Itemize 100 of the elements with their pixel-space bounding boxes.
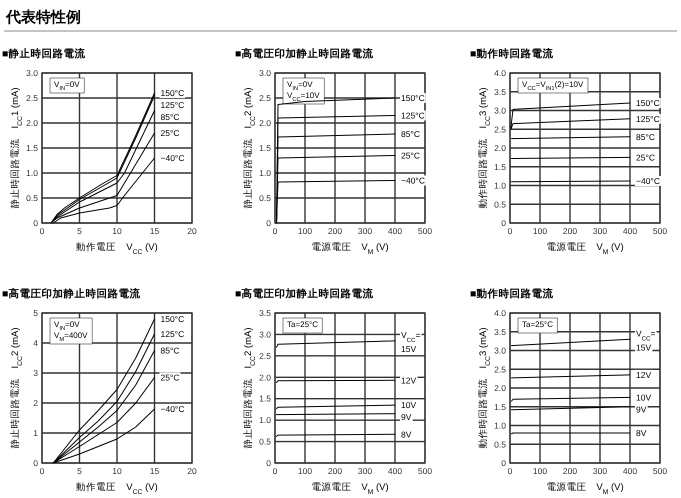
y-tick-label: 3.0 [259,68,272,78]
y-tick-label: 3.0 [26,68,38,78]
series-label: 10V [401,400,416,410]
y-tick-label: 1.5 [259,143,272,153]
series-label: 125°C [160,329,184,339]
series-label: 150°C [636,98,660,108]
x-tick-label: 0 [508,466,513,476]
series-label: −40°C [160,153,184,163]
chart-title: ■動作時回路電流 [470,287,554,300]
x-tick-label: 400 [388,466,402,476]
series-label: 125°C [636,114,660,124]
chart-title: ■動作時回路電流 [470,47,554,60]
series-label: 125°C [160,100,184,110]
y-tick-label: 3.0 [259,329,272,340]
series-label: 12V [636,370,652,380]
series-label: 25°C [160,128,180,138]
chart-title: ■高電圧印加静止時回路電流 [2,287,142,300]
y-tick-label: 2.0 [494,143,506,153]
y-tick-label: 1.0 [259,415,272,426]
y-tick-label: 2.5 [26,93,38,103]
series-label: 25°C [160,372,180,382]
legend-title: V$_{CC}$= [636,328,656,342]
annotation: Ta=25°C [287,320,318,329]
y-tick-label: 1.5 [494,162,506,172]
y-tick-label: 2.0 [494,383,506,393]
series-label: 150°C [160,314,184,324]
x-tick-label: 500 [652,226,668,236]
series-label: 85°C [160,346,180,356]
x-tick-label: 0 [508,226,513,236]
y-tick-label: 0 [266,458,272,468]
y-tick-label: 2.5 [259,350,272,361]
series-label: 25°C [401,150,420,160]
chart-title: ■高電圧印加静止時回路電流 [235,287,374,300]
y-tick-label: 4 [33,338,38,348]
x-tick-label: 5 [77,226,82,236]
annotation: V$_{CC}$=10V [287,91,320,103]
series-label: 150°C [160,88,184,98]
y-tick-label: 1 [33,428,38,438]
series-label: 15V [401,344,416,354]
series-label: 12V [401,375,416,386]
annotation: V$_{IN}$=0V [287,80,314,92]
y-tick-label: 0.5 [494,199,506,210]
y-tick-label: 0 [33,458,38,468]
x-tick-label: 0 [40,466,45,476]
x-tick-label: 15 [150,466,160,476]
x-tick-label: 300 [592,226,608,236]
series-label: −40°C [401,176,425,186]
y-tick-label: 3.0 [494,106,506,116]
y-tick-label: 3.0 [494,346,506,356]
annotation: V$_{M}$=400V [54,331,88,343]
x-axis-title: 動作電圧 V$_{CC}$ (V) [76,242,158,256]
y-tick-label: 1.5 [494,402,506,412]
series-label: 9V [636,404,647,414]
x-tick-label: 200 [328,226,342,236]
y-tick-label: 0 [501,218,506,228]
x-tick-label: 10 [112,466,122,476]
series-label: 85°C [636,132,655,142]
y-tick-label: 2.5 [494,124,506,134]
chart-title: ■静止時回路電流 [2,47,86,60]
y-tick-label: 0 [266,218,272,228]
x-tick-label: 200 [328,466,342,476]
x-tick-label: 100 [298,226,312,236]
y-tick-label: 0 [501,458,506,468]
annotation: Ta=25°C [522,320,554,329]
y-tick-label: 3.5 [494,86,506,97]
y-tick-label: 2.0 [26,118,38,128]
x-tick-label: 5 [77,466,82,476]
y-tick-label: 1.0 [259,168,272,178]
y-tick-label: 4.0 [494,68,506,78]
annotation: V$_{IN}$=0V [54,80,80,92]
annotation: V$_{CC}$=V$_{IN1}$(2)=10V [522,80,584,92]
series-label: 10V [636,392,652,402]
y-tick-label: 4.0 [494,308,506,318]
x-tick-label: 500 [652,466,668,476]
y-tick-label: 5 [33,308,38,318]
x-tick-label: 500 [418,466,432,476]
x-tick-label: 400 [388,226,402,236]
series-label: −40°C [636,176,660,186]
x-tick-label: 100 [298,466,312,476]
series-label: 150°C [401,93,425,103]
x-tick-label: 200 [562,226,578,236]
x-tick-label: 300 [358,466,372,476]
series-label: 125°C [401,110,425,120]
y-tick-label: 0.5 [259,436,272,447]
x-axis-title: 電源電圧 V$_{M}$ (V) [546,481,624,496]
y-tick-label: 0.5 [494,439,506,450]
x-tick-label: 0 [272,466,278,476]
series-label: 25°C [636,152,655,162]
y-tick-label: 2 [33,398,38,408]
y-tick-label: 1.0 [494,420,506,430]
series-label: 85°C [160,112,180,122]
x-tick-label: 10 [112,226,122,236]
x-tick-label: 100 [532,226,548,236]
y-tick-label: 2.5 [259,93,272,103]
x-tick-label: 200 [562,466,578,476]
text: 代表特性例 [5,9,81,26]
x-tick-label: 100 [532,466,548,476]
annotation: V$_{IN}$=0V [54,320,80,332]
series-label: 15V [636,342,652,352]
chart-title: ■高電圧印加静止時回路電流 [235,47,374,60]
